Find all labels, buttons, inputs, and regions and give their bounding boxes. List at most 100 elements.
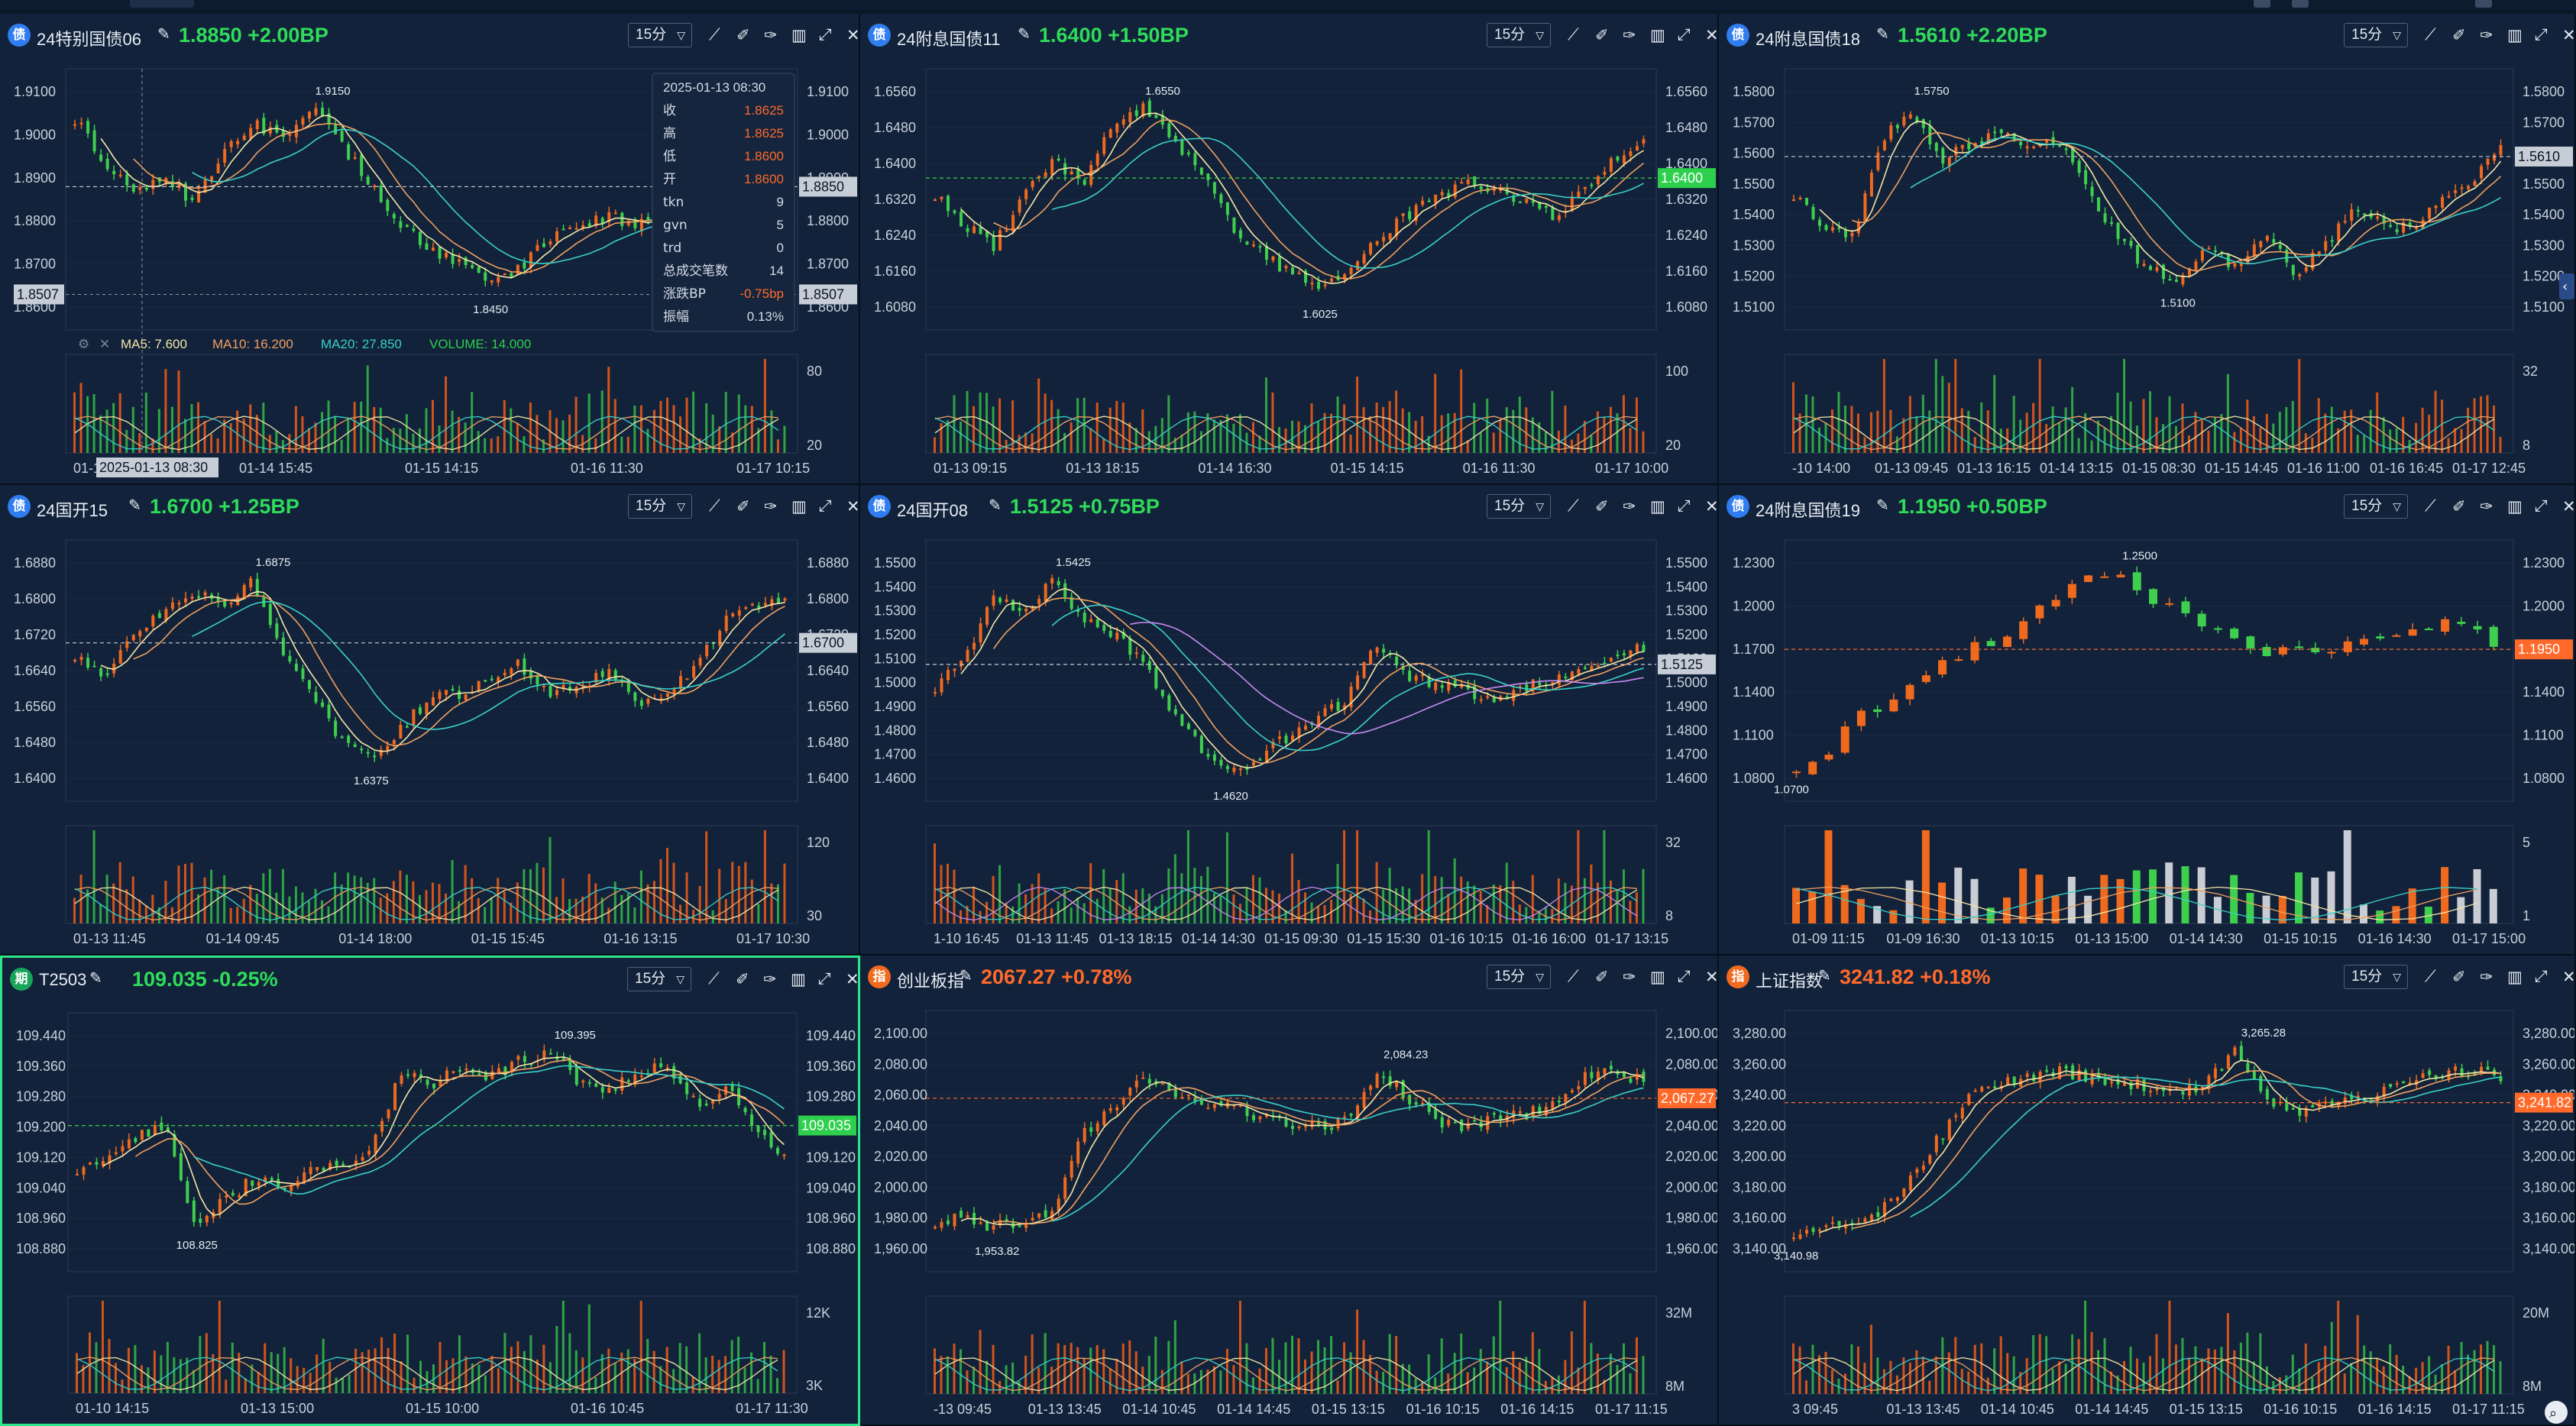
draw-tool-icon[interactable]: ✐ bbox=[1595, 498, 1609, 516]
instrument-name[interactable]: 24附息国债11 bbox=[897, 30, 1001, 49]
brush-icon[interactable]: ✑ bbox=[764, 498, 778, 516]
close-icon[interactable]: ✕ bbox=[846, 971, 859, 988]
chart-body[interactable]: 1.58001.58001.57001.57001.56001.56001.55… bbox=[1719, 58, 2574, 483]
chart-body[interactable]: 1.6560 1.6560 1.6480 1.6480 1.6400 1.6400 1.63… bbox=[860, 58, 1717, 483]
interval-dropdown[interactable]: 15分 ▽ bbox=[2344, 965, 2408, 989]
chart-panel[interactable]: 指上证指数 ✎ 3241.82 +0.18% 15分 ▽ ⟋ ✐ ✑ ▥ ⤢ ✕ 3,280.00 3,… bbox=[1719, 956, 2576, 1426]
brush-icon[interactable]: ✑ bbox=[1623, 27, 1636, 44]
close-icon[interactable]: ✕ bbox=[2562, 27, 2576, 44]
chart-canvas[interactable]: 3,280.00 3,280.003,260.00 3,260.003,240.00… bbox=[1719, 1000, 2574, 1424]
chart-canvas[interactable]: 1.91001.91001.90001.90001.89001.89001.88… bbox=[0, 58, 859, 483]
close-icon[interactable]: ✕ bbox=[1705, 27, 1719, 44]
line-indicator-icon[interactable]: ⟋ bbox=[709, 497, 720, 515]
brush-icon[interactable]: ✑ bbox=[1623, 498, 1636, 516]
chart-canvas[interactable]: 1.58001.58001.57001.57001.56001.56001.55… bbox=[1719, 58, 2574, 483]
line-indicator-icon[interactable]: ⟋ bbox=[708, 970, 720, 988]
brush-icon[interactable]: ✑ bbox=[1623, 968, 1636, 986]
chart-panel[interactable]: 债 24附息国债18 ✎ 1.5610 +2.20BP 15分 ▽ ⟋ ✐ ✑ ▥ ⤢ ✕ 1.5800… bbox=[1719, 14, 2576, 485]
close-icon[interactable]: ✕ bbox=[2562, 968, 2576, 986]
settings-gear-icon[interactable]: ⚙ bbox=[78, 337, 89, 352]
bar-chart-icon[interactable]: ▥ bbox=[1650, 968, 1665, 986]
brush-icon[interactable]: ✑ bbox=[2480, 968, 2493, 986]
draw-tool-icon[interactable]: ✐ bbox=[2452, 27, 2466, 44]
window-tab[interactable] bbox=[130, 0, 194, 8]
expand-icon[interactable]: ⤢ bbox=[2535, 497, 2548, 515]
expand-icon[interactable]: ⤢ bbox=[1678, 26, 1691, 44]
draw-tool-icon[interactable]: ✐ bbox=[2452, 968, 2466, 986]
instrument-name[interactable]: 24国开08 bbox=[897, 501, 968, 520]
brush-icon[interactable]: ✑ bbox=[2480, 27, 2493, 44]
expand-icon[interactable]: ⤢ bbox=[819, 497, 832, 515]
interval-dropdown[interactable]: 15分 ▽ bbox=[627, 967, 691, 991]
bar-chart-icon[interactable]: ▥ bbox=[2507, 27, 2523, 44]
instrument-name[interactable]: 24特别国债06 bbox=[37, 30, 141, 49]
interval-dropdown[interactable]: 15分 ▽ bbox=[1487, 23, 1551, 47]
bar-chart-icon[interactable]: ▥ bbox=[2507, 498, 2523, 516]
line-indicator-icon[interactable]: ⟋ bbox=[2425, 497, 2436, 515]
chart-body[interactable]: 1.23001.23001.20001.20001.17001.17001.14… bbox=[1719, 529, 2574, 954]
instrument-name[interactable]: 上证指数 bbox=[1756, 972, 1824, 991]
chart-body[interactable]: 2,100.00 2,100.00 2,080.00 2,080.00 2,060.00… bbox=[860, 1000, 1717, 1424]
bar-chart-icon[interactable]: ▥ bbox=[791, 971, 806, 988]
interval-dropdown[interactable]: 15分 ▽ bbox=[628, 23, 692, 47]
draw-tool-icon[interactable]: ✐ bbox=[2452, 498, 2466, 516]
close-legend-icon[interactable]: ✕ bbox=[99, 337, 110, 352]
instrument-name[interactable]: 24国开15 bbox=[37, 501, 108, 520]
close-icon[interactable]: ✕ bbox=[846, 27, 860, 44]
chart-panel[interactable]: 债 24国开15 ✎ 1.6700 +1.25BP 15分 ▽ ⟋ ✐ ✑ ▥ ⤢ ✕ 1.6880 1.… bbox=[0, 485, 860, 956]
chart-panel[interactable]: 期 T2503 ✎ 109.035 -0.25% 15分 ▽ ⟋ ✐ ✑ ▥ ⤢ ✕ 109.440 10… bbox=[0, 956, 860, 1426]
close-icon[interactable]: ✕ bbox=[1705, 968, 1719, 986]
bar-chart-icon[interactable]: ▥ bbox=[1650, 498, 1665, 516]
edit-pencil-icon[interactable]: ✎ bbox=[1018, 26, 1031, 43]
chart-panel[interactable]: 指创业板指 ✎ 2067.27 +0.78% 15分 ▽ ⟋ ✐ ✑ ▥ ⤢ ✕ 2,100.00 2,… bbox=[860, 956, 1719, 1426]
instrument-name[interactable]: T2503 bbox=[39, 970, 87, 989]
edit-pencil-icon[interactable]: ✎ bbox=[1818, 968, 1831, 985]
chart-body[interactable]: 109.440 109.440 109.360 109.360 109.280 109.2… bbox=[2, 1002, 858, 1424]
bar-chart-icon[interactable]: ▥ bbox=[2507, 968, 2523, 986]
edit-pencil-icon[interactable]: ✎ bbox=[128, 497, 141, 514]
brush-icon[interactable]: ✑ bbox=[764, 27, 778, 44]
interval-dropdown[interactable]: 15分 ▽ bbox=[1487, 965, 1551, 989]
zoom-button[interactable] bbox=[2545, 1401, 2568, 1424]
chart-panel[interactable]: 债 24特别国债06 ✎ 1.8850 +2.00BP 15分 ▽ ⟋ ✐ ✑ ▥ ⤢ ✕ 1.9100… bbox=[0, 14, 860, 485]
edit-pencil-icon[interactable]: ✎ bbox=[157, 26, 170, 43]
interval-dropdown[interactable]: 15分 ▽ bbox=[2344, 23, 2408, 47]
chart-body[interactable]: 1.68801.68801.68001.68001.67201.67201.66… bbox=[0, 529, 859, 954]
close-icon[interactable]: ✕ bbox=[1705, 498, 1719, 516]
instrument-name[interactable]: 24附息国债18 bbox=[1756, 30, 1860, 49]
brush-icon[interactable]: ✑ bbox=[763, 971, 777, 988]
chart-body[interactable]: 1.5500 1.5500 1.5400 1.5400 1.5300 1.5300 1.52… bbox=[860, 529, 1717, 954]
line-indicator-icon[interactable]: ⟋ bbox=[2425, 968, 2436, 985]
chart-body[interactable]: 3,280.00 3,280.00 3,260.00 3,260.00 3,240.00… bbox=[1719, 1000, 2574, 1424]
line-indicator-icon[interactable]: ⟋ bbox=[2425, 26, 2436, 44]
close-icon[interactable]: ✕ bbox=[2562, 498, 2576, 516]
interval-dropdown[interactable]: 15分 ▽ bbox=[1487, 494, 1551, 519]
chart-canvas[interactable]: 1.68801.68801.68001.68001.67201.67201.66… bbox=[0, 529, 859, 954]
chart-canvas[interactable]: 2,100.00 2,100.002,080.00 2,080.002,060.00… bbox=[860, 1000, 1717, 1424]
expand-icon[interactable]: ⤢ bbox=[2535, 968, 2548, 985]
expand-icon[interactable]: ⤢ bbox=[1678, 497, 1691, 515]
bar-chart-icon[interactable]: ▥ bbox=[1650, 27, 1665, 44]
edit-pencil-icon[interactable]: ✎ bbox=[960, 968, 972, 985]
chart-panel[interactable]: 债 24附息国债11 ✎ 1.6400 +1.50BP 15分 ▽ ⟋ ✐ ✑ ▥ ⤢ ✕ 1.6560… bbox=[860, 14, 1719, 485]
draw-tool-icon[interactable]: ✐ bbox=[736, 498, 750, 516]
chart-panel[interactable]: 债 24附息国债19 ✎ 1.1950 +0.50BP 15分 ▽ ⟋ ✐ ✑ ▥ ⤢ ✕ 1.2300… bbox=[1719, 485, 2576, 956]
window-tool-icon[interactable] bbox=[2292, 0, 2309, 8]
window-tool-icon[interactable] bbox=[2475, 0, 2492, 8]
draw-tool-icon[interactable]: ✐ bbox=[736, 971, 749, 988]
expand-icon[interactable]: ⤢ bbox=[1678, 968, 1691, 985]
draw-tool-icon[interactable]: ✐ bbox=[736, 27, 750, 44]
draw-tool-icon[interactable]: ✐ bbox=[1595, 27, 1609, 44]
expand-icon[interactable]: ⤢ bbox=[2535, 26, 2548, 44]
window-tool-icon[interactable] bbox=[2254, 0, 2270, 8]
chart-body[interactable]: 1.91001.91001.90001.90001.89001.89001.88… bbox=[0, 58, 859, 483]
line-indicator-icon[interactable]: ⟋ bbox=[1568, 968, 1579, 985]
edit-pencil-icon[interactable]: ✎ bbox=[89, 970, 102, 987]
expand-icon[interactable]: ⤢ bbox=[819, 26, 832, 44]
close-icon[interactable]: ✕ bbox=[846, 498, 860, 516]
expand-icon[interactable]: ⤢ bbox=[818, 970, 831, 988]
line-indicator-icon[interactable]: ⟋ bbox=[1568, 497, 1579, 515]
